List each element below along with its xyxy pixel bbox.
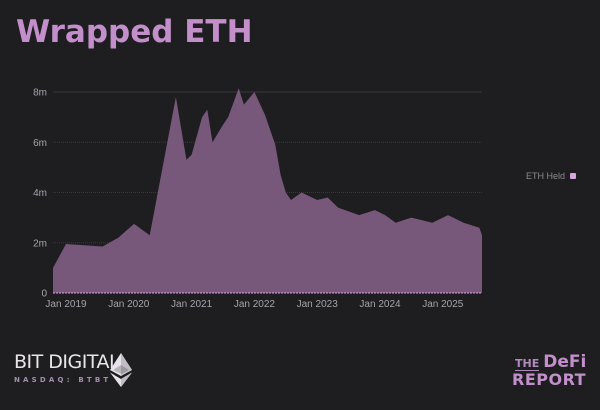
defi-logo-report: REPORT xyxy=(512,370,587,389)
defi-logo-defi: DeFi xyxy=(543,352,587,372)
defi-logo-the: THE xyxy=(515,357,540,371)
defi-report-logo: THE DeFi REPORT xyxy=(512,354,592,389)
ethereum-icon xyxy=(110,353,132,387)
bit-digital-logo: BIT DIGITAL NASDAQ: BTBT xyxy=(14,351,120,384)
legend: ETH Held xyxy=(526,171,577,181)
chart-title: Wrapped ETH xyxy=(16,14,253,50)
bit-digital-name: BIT DIGITAL xyxy=(14,351,120,373)
y-tick-label: 0 xyxy=(41,289,47,300)
x-axis: Jan 2019 Jan 2020 Jan 2021 Jan 2022 Jan 2023… xyxy=(45,299,463,310)
legend-label: ETH Held xyxy=(526,171,566,181)
x-tick-label: Jan 2024 xyxy=(359,299,401,310)
x-tick-label: Jan 2019 xyxy=(45,299,87,310)
x-tick-label: Jan 2022 xyxy=(234,299,276,310)
bit-digital-ticker: NASDAQ: BTBT xyxy=(14,376,112,384)
y-axis: 0 2m 4m 6m 8m xyxy=(33,88,47,300)
x-tick-label: Jan 2020 xyxy=(108,299,150,310)
y-tick-label: 8m xyxy=(33,88,47,99)
legend-swatch xyxy=(570,173,577,179)
x-tick-label: Jan 2021 xyxy=(171,299,213,310)
y-tick-label: 4m xyxy=(33,188,47,199)
y-tick-label: 2m xyxy=(33,238,47,249)
y-tick-label: 6m xyxy=(33,138,47,149)
x-tick-label: Jan 2023 xyxy=(297,299,339,310)
x-tick-label: Jan 2025 xyxy=(422,299,464,310)
eth-held-area xyxy=(53,88,482,293)
